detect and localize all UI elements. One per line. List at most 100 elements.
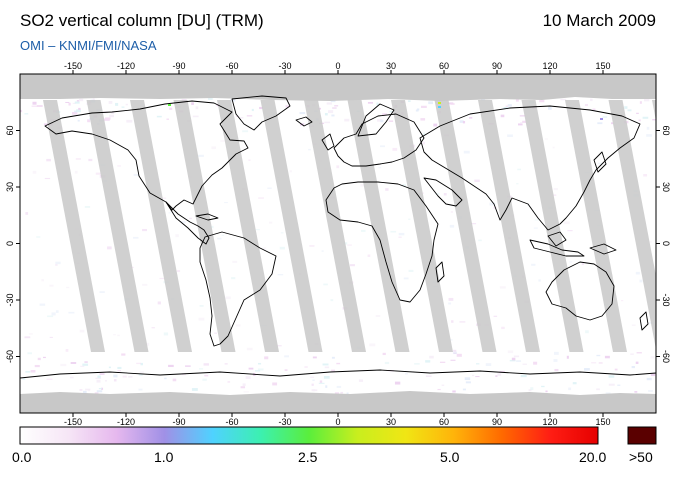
- antarctica: [20, 369, 656, 379]
- noise-speck: [299, 112, 306, 115]
- noise-speck: [24, 113, 29, 115]
- noise-speck: [608, 375, 615, 378]
- noise-speck: [246, 115, 253, 117]
- noise-speck: [520, 374, 527, 378]
- noise-speck: [639, 279, 643, 283]
- noise-speck: [280, 232, 284, 234]
- noise-speck: [180, 221, 186, 224]
- noise-speck: [85, 388, 91, 391]
- noise-speck: [596, 354, 601, 357]
- noise-speck: [321, 250, 324, 252]
- noise-speck: [31, 105, 38, 107]
- noise-speck: [331, 369, 335, 372]
- noise-speck: [166, 118, 170, 120]
- noise-speck: [451, 320, 454, 323]
- noise-speck: [398, 232, 405, 236]
- noise-speck: [507, 350, 514, 354]
- noise-speck: [503, 106, 509, 110]
- noise-speck: [596, 388, 600, 391]
- noise-speck: [225, 296, 231, 300]
- noise-speck: [92, 98, 95, 101]
- noise-speck: [117, 165, 121, 167]
- noise-speck: [361, 229, 366, 232]
- orbit-gap-swath: [565, 100, 627, 352]
- noise-speck: [452, 351, 457, 355]
- noise-speck: [380, 145, 385, 148]
- noise-speck: [138, 388, 143, 391]
- lat-tick-label-left: 0: [5, 241, 15, 246]
- noise-speck: [554, 351, 559, 355]
- noise-speck: [643, 174, 648, 177]
- noise-speck: [384, 361, 390, 365]
- noise-speck: [539, 99, 545, 103]
- noise-speck: [423, 132, 426, 136]
- noise-speck: [326, 102, 332, 105]
- noise-speck: [128, 376, 133, 378]
- lat-tick-label-right: 0: [661, 241, 671, 246]
- noise-speck: [267, 187, 272, 189]
- noise-speck: [630, 353, 634, 355]
- noise-speck: [262, 247, 267, 250]
- noise-speck: [99, 291, 105, 293]
- noise-speck: [448, 302, 452, 305]
- noise-speck: [243, 391, 249, 393]
- noise-speck: [191, 102, 194, 105]
- noise-speck: [70, 362, 77, 364]
- lon-tick-label-top: 30: [386, 61, 396, 71]
- noise-speck: [168, 212, 172, 214]
- noise-speck: [126, 119, 133, 123]
- noise-speck: [598, 362, 603, 364]
- noise-speck: [20, 109, 23, 113]
- lon-tick-label-top: 60: [439, 61, 449, 71]
- noise-speck: [478, 239, 482, 242]
- noise-speck: [185, 365, 191, 367]
- noise-speck: [239, 117, 244, 119]
- noise-speck: [462, 121, 466, 124]
- noise-speck: [109, 114, 115, 118]
- noise-speck: [631, 324, 636, 326]
- orbit-gap-swath: [86, 100, 149, 352]
- noise-speck: [602, 116, 608, 118]
- new-zealand: [639, 311, 649, 331]
- noise-speck: [425, 375, 432, 377]
- noise-speck: [519, 115, 526, 117]
- noise-speck: [522, 120, 527, 123]
- noise-speck: [142, 283, 148, 286]
- noise-speck: [66, 286, 70, 289]
- noise-speck: [358, 379, 364, 382]
- greenland: [231, 95, 291, 131]
- noise-speck: [608, 383, 615, 386]
- noise-speck: [255, 229, 260, 231]
- noise-speck: [631, 366, 635, 369]
- noise-speck: [584, 104, 588, 106]
- lon-tick-label-bottom: 90: [492, 417, 502, 427]
- noise-speck: [138, 374, 143, 376]
- noise-speck: [340, 391, 344, 394]
- noise-speck: [310, 376, 315, 378]
- noise-speck: [507, 104, 512, 107]
- noise-speck: [24, 336, 31, 339]
- noise-speck: [533, 361, 538, 365]
- orbit-gap-swath: [652, 100, 656, 121]
- arabia: [423, 177, 463, 207]
- noise-speck: [55, 261, 61, 265]
- noise-speck: [554, 368, 559, 372]
- noise-speck: [449, 224, 455, 228]
- noise-speck: [156, 115, 162, 118]
- orbit-gap-swath: [130, 100, 192, 352]
- noise-speck: [376, 102, 379, 106]
- noise-speck: [203, 363, 209, 366]
- noise-speck: [435, 192, 440, 195]
- noise-speck: [36, 236, 41, 238]
- orbit-gap-swath: [173, 100, 236, 352]
- so2-hotspot: [168, 104, 171, 106]
- noise-speck: [489, 202, 496, 206]
- noise-speck: [277, 273, 284, 276]
- noise-speck: [78, 98, 84, 102]
- noise-speck: [517, 168, 521, 171]
- africa: [325, 181, 439, 303]
- noise-speck: [98, 387, 102, 390]
- lon-tick-label-top: 120: [542, 61, 557, 71]
- noise-speck: [159, 277, 165, 280]
- noise-speck: [408, 100, 411, 103]
